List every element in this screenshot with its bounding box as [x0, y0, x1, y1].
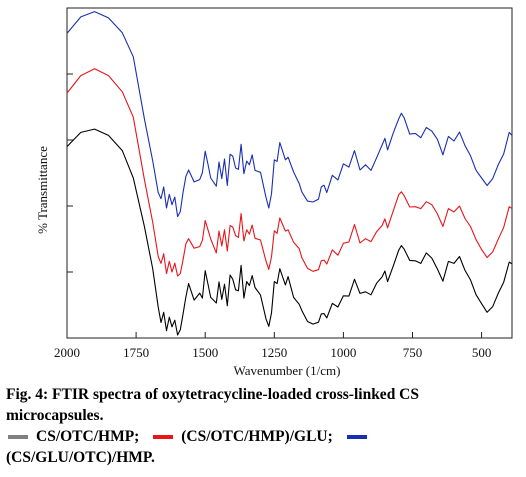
x-axis-ticks: 2000 1750 1500 1250 1000 750 500 [54, 332, 491, 360]
series-line [66, 68, 513, 277]
x-tick-label: 2000 [54, 345, 80, 360]
legend-item: (CS/GLU/OTC)/HMP. [6, 428, 375, 466]
legend-swatch [153, 435, 174, 440]
y-axis-ticks [67, 7, 73, 273]
x-tick-label: 500 [472, 345, 492, 360]
legend-swatch [8, 435, 28, 440]
legend-label: CS/OTC/HMP; [36, 428, 140, 445]
series-line [66, 128, 513, 336]
plot-border [66, 7, 513, 339]
legend-item: (CS/OTC/HMP)/GLU; [151, 428, 333, 445]
x-tick-label: 1750 [123, 345, 149, 360]
x-axis-title: Wavenumber (1/cm) [234, 363, 341, 378]
y-axis-title: % Transmittance [35, 146, 50, 234]
legend-label: (CS/GLU/OTC)/HMP. [6, 449, 155, 466]
legend-swatch [346, 435, 367, 440]
series-layer [66, 11, 513, 336]
series-line [66, 11, 513, 218]
x-tick-label: 1000 [330, 345, 356, 360]
x-tick-label: 1500 [192, 345, 218, 360]
x-tick-label: 750 [403, 345, 423, 360]
legend-item: CS/OTC/HMP; [6, 428, 139, 445]
caption-legend: CS/OTC/HMP; (CS/OTC/HMP)/GLU; (CS/GLU/OT… [6, 428, 375, 466]
caption-text: Fig. 4: FTIR spectra of oxytetracycline-… [6, 386, 419, 424]
x-tick-label: 1250 [261, 345, 287, 360]
ftir-chart: 2000 1750 1500 1250 1000 750 500 Wavenumber (1… [35, 7, 513, 378]
legend-label: (CS/OTC/HMP)/GLU; [181, 428, 333, 445]
figure-caption: Fig. 4: FTIR spectra of oxytetracycline-… [6, 384, 520, 468]
plot-frame [66, 7, 513, 339]
